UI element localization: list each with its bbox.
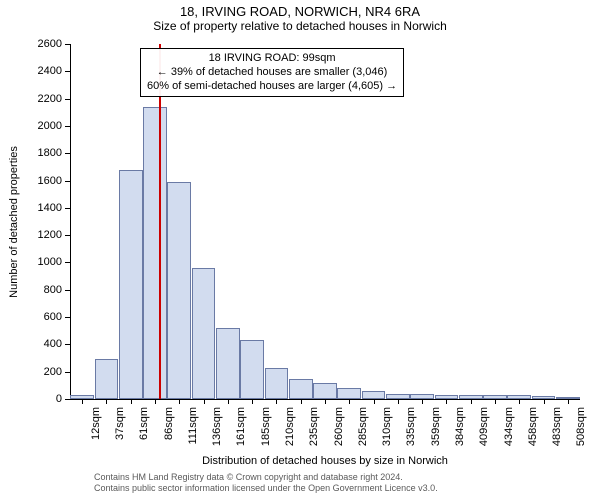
x-tick (422, 399, 423, 404)
y-tick-label: 2000 (2, 120, 62, 132)
histogram-bar (265, 368, 289, 399)
y-tick (65, 153, 70, 154)
y-tick (65, 290, 70, 291)
x-tick (131, 399, 132, 404)
chart-title: 18, IRVING ROAD, NORWICH, NR4 6RA (0, 4, 600, 19)
y-tick-label: 600 (2, 311, 62, 323)
y-tick (65, 235, 70, 236)
x-tick (398, 399, 399, 404)
histogram-bar (362, 391, 386, 399)
x-tick-label: 359sqm (430, 407, 442, 446)
x-axis-label: Distribution of detached houses by size … (202, 455, 448, 467)
y-tick (65, 262, 70, 263)
x-tick (106, 399, 107, 404)
histogram-bar (216, 328, 240, 399)
y-tick-label: 2400 (2, 65, 62, 77)
annotation-line-2: ← 39% of detached houses are smaller (3,… (147, 66, 397, 80)
histogram-bar (313, 383, 337, 399)
y-tick-label: 2200 (2, 93, 62, 105)
y-axis-label: Number of detached properties (8, 146, 20, 298)
attribution-line-2: Contains public sector information licen… (94, 483, 438, 494)
y-tick (65, 126, 70, 127)
histogram-bar (167, 182, 191, 399)
annotation-line-1: 18 IRVING ROAD: 99sqm (147, 52, 397, 66)
x-tick-label: 335sqm (405, 407, 417, 446)
x-tick (179, 399, 180, 404)
annotation-box: 18 IRVING ROAD: 99sqm ← 39% of detached … (140, 48, 404, 97)
x-tick-label: 61sqm (138, 407, 150, 440)
x-tick (568, 399, 569, 404)
x-tick-label: 260sqm (333, 407, 345, 446)
y-tick (65, 208, 70, 209)
x-tick-label: 434sqm (503, 407, 515, 446)
x-tick (374, 399, 375, 404)
x-tick (276, 399, 277, 404)
x-tick-label: 86sqm (163, 407, 175, 440)
x-tick-label: 409sqm (478, 407, 490, 446)
annotation-line-3: 60% of semi-detached houses are larger (… (147, 80, 397, 94)
x-tick (228, 399, 229, 404)
x-tick-label: 161sqm (235, 407, 247, 446)
reference-marker-line (159, 44, 161, 399)
y-axis-line (70, 44, 71, 399)
chart-container: 0200400600800100012001400160018002000220… (70, 44, 580, 399)
x-tick (544, 399, 545, 404)
y-tick (65, 71, 70, 72)
x-tick-label: 136sqm (211, 407, 223, 446)
x-tick (204, 399, 205, 404)
x-tick (301, 399, 302, 404)
y-tick-label: 400 (2, 338, 62, 350)
x-tick-label: 111sqm (187, 407, 199, 445)
y-tick-label: 200 (2, 366, 62, 378)
histogram-bar (119, 170, 143, 399)
attribution-text: Contains HM Land Registry data © Crown c… (94, 472, 438, 495)
histogram-bar (192, 268, 216, 399)
x-tick-label: 37sqm (114, 407, 126, 440)
y-tick (65, 99, 70, 100)
x-tick (519, 399, 520, 404)
y-tick (65, 317, 70, 318)
histogram-bar (143, 107, 167, 399)
histogram-bar (95, 359, 119, 399)
x-tick (325, 399, 326, 404)
x-tick (471, 399, 472, 404)
x-tick-label: 185sqm (260, 407, 272, 446)
x-tick-label: 483sqm (551, 407, 563, 446)
x-tick-label: 235sqm (308, 407, 320, 446)
x-tick (495, 399, 496, 404)
x-tick (446, 399, 447, 404)
attribution-line-1: Contains HM Land Registry data © Crown c… (94, 472, 438, 483)
histogram-bar (240, 340, 264, 399)
chart-subtitle: Size of property relative to detached ho… (0, 19, 600, 33)
x-tick-label: 384sqm (454, 407, 466, 446)
x-tick (252, 399, 253, 404)
x-tick (82, 399, 83, 404)
y-tick (65, 181, 70, 182)
x-tick (155, 399, 156, 404)
x-tick-label: 12sqm (90, 407, 102, 440)
x-tick (349, 399, 350, 404)
x-tick-label: 285sqm (357, 407, 369, 446)
y-tick (65, 44, 70, 45)
y-tick (65, 344, 70, 345)
histogram-bar (337, 388, 361, 399)
y-tick (65, 372, 70, 373)
x-tick-label: 210sqm (284, 407, 296, 446)
histogram-bar (289, 379, 313, 399)
y-tick (65, 399, 70, 400)
x-tick-label: 458sqm (527, 407, 539, 446)
x-tick-label: 310sqm (381, 407, 393, 446)
y-tick-label: 2600 (2, 38, 62, 50)
x-tick-label: 508sqm (575, 407, 587, 446)
y-tick-label: 0 (2, 393, 62, 405)
